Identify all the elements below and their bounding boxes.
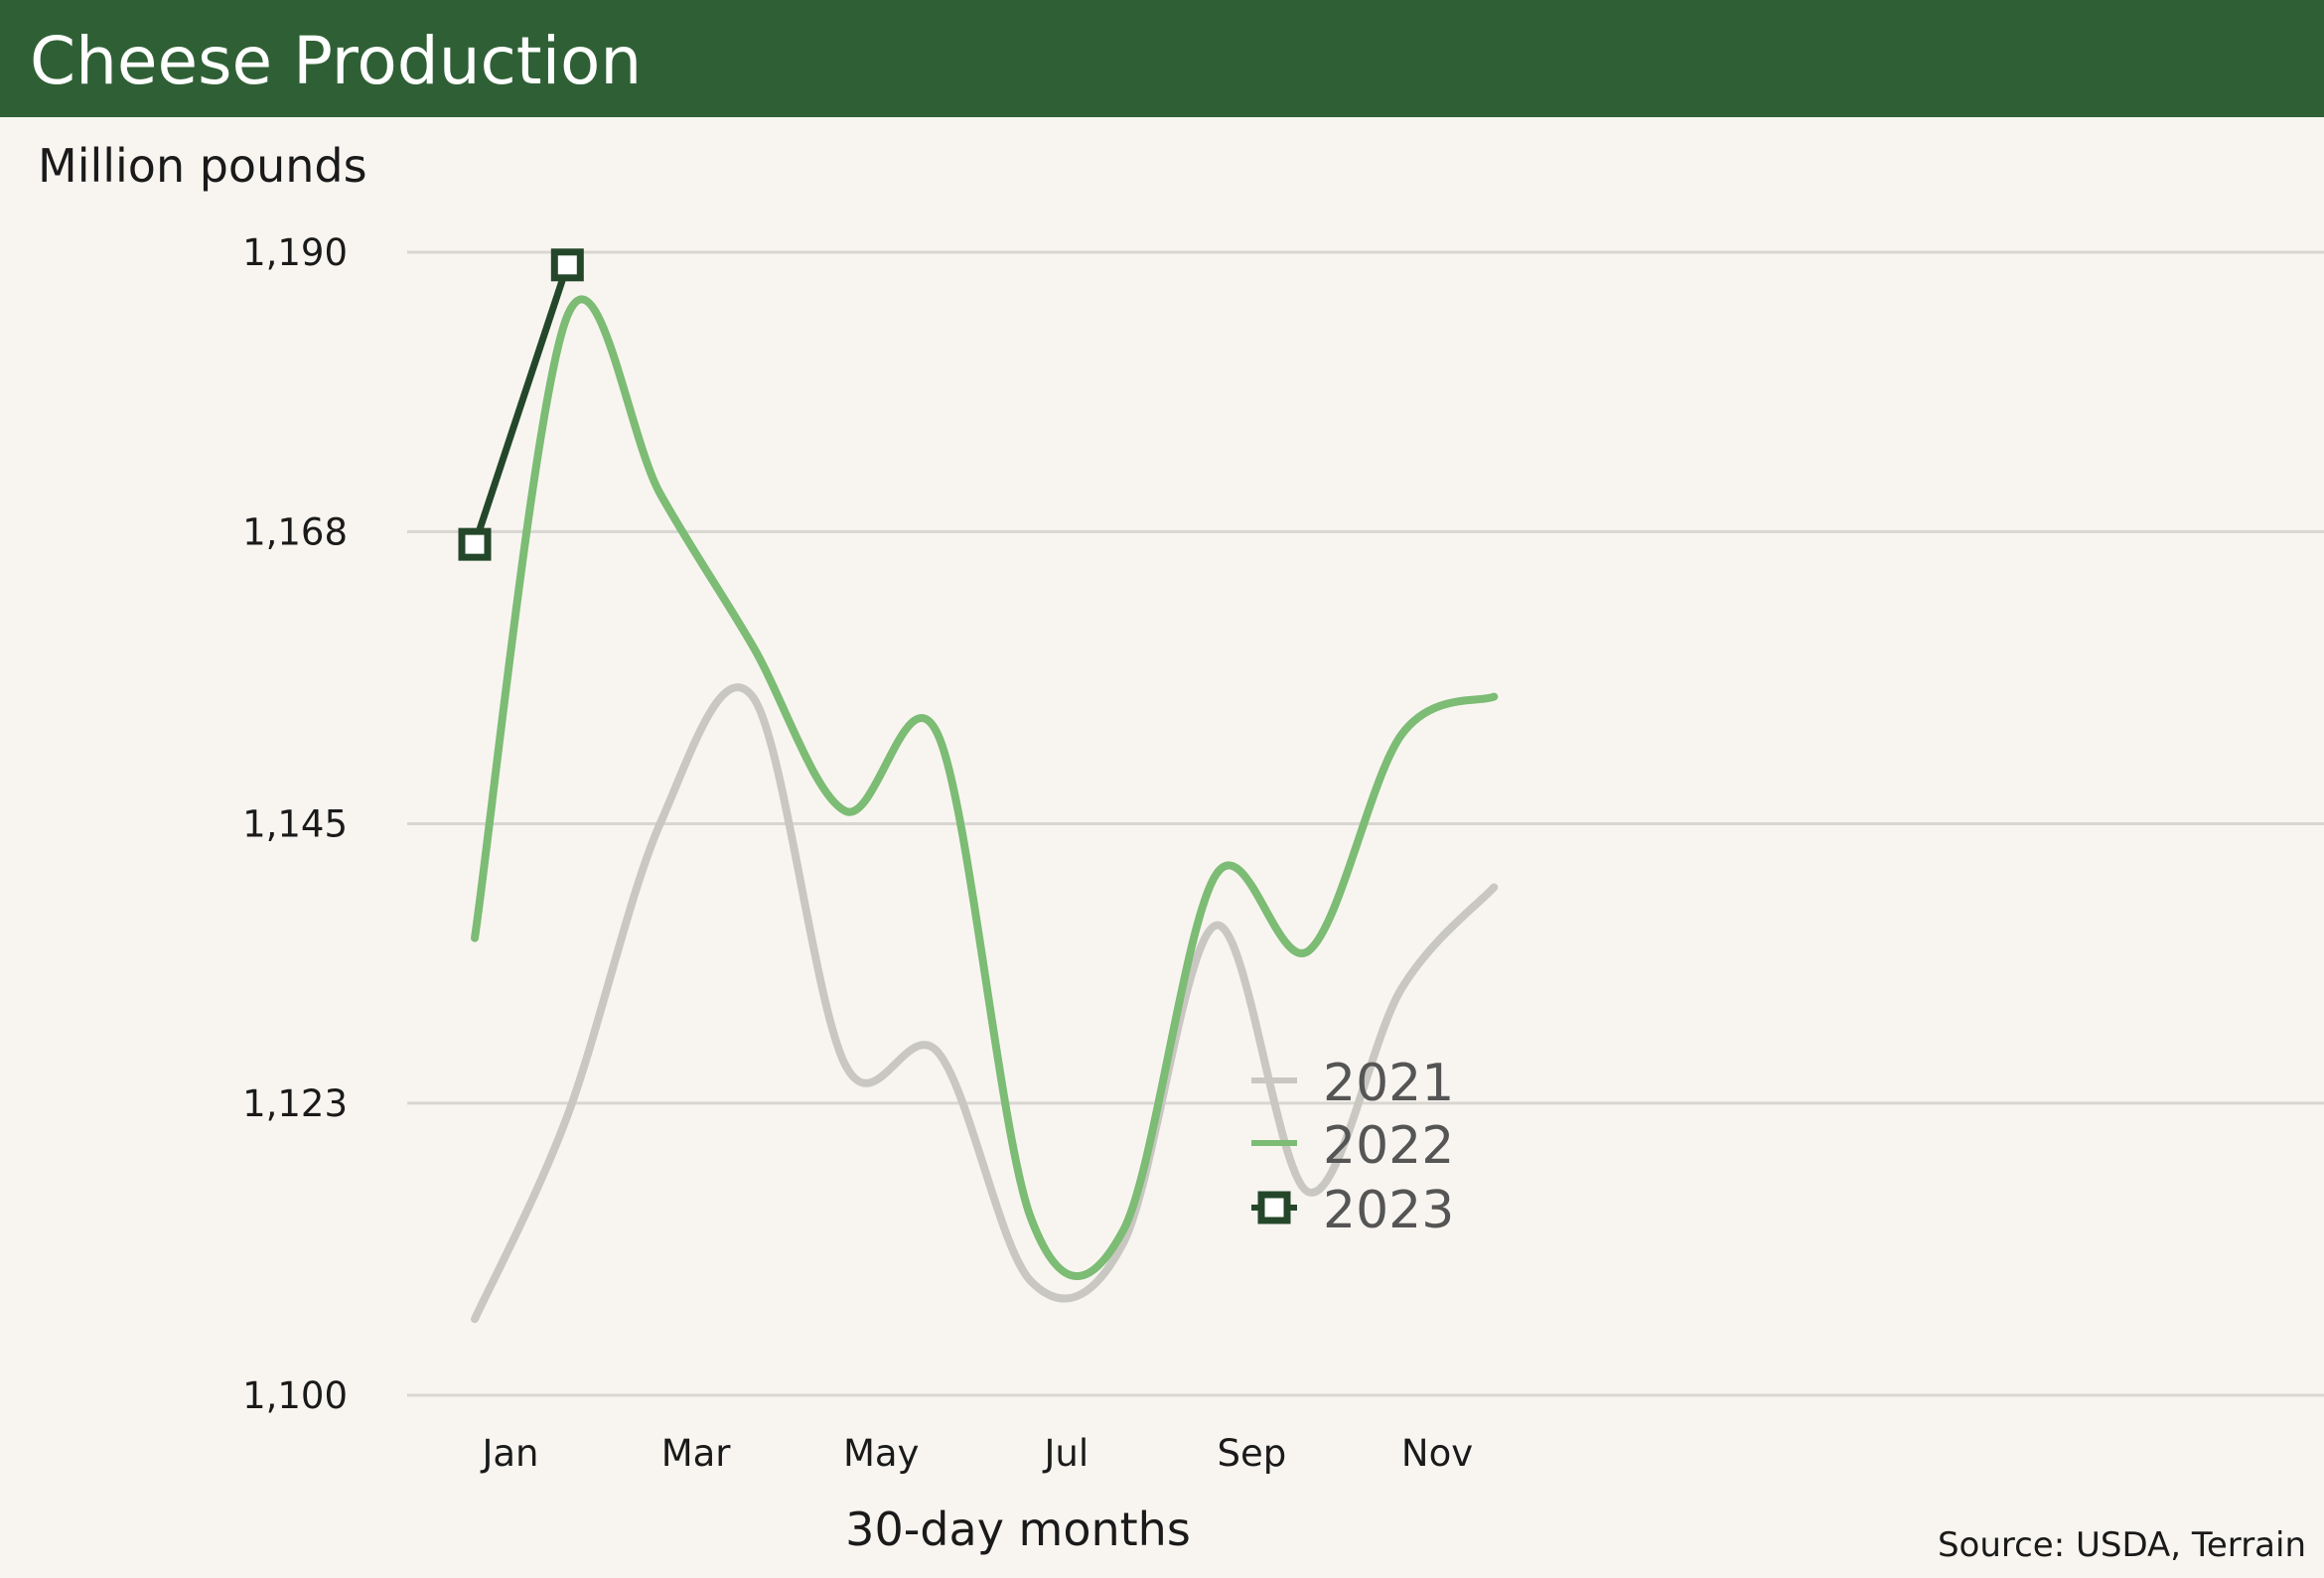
series-line-2022: [471, 295, 1499, 1281]
series-lines: [458, 248, 1499, 1324]
y-tick-label: 1,123: [242, 1082, 348, 1125]
x-axis-ticks: Jan Mar May Jul Sep Nov: [480, 1432, 1473, 1475]
y-tick-label: 1,145: [242, 803, 348, 846]
series-line-2023: [471, 261, 571, 548]
source-note: Source: USDA, Terrain: [1937, 1525, 2306, 1565]
header-bar: Cheese Production: [0, 0, 2324, 117]
x-tick-label: May: [843, 1432, 920, 1475]
chart-title: Cheese Production: [30, 23, 643, 99]
y-axis-ticks: 1,100 1,123 1,145 1,168 1,190: [242, 231, 348, 1417]
x-tick-label: Mar: [661, 1432, 732, 1475]
data-point-2023: [550, 248, 584, 282]
legend-label-2022: 2022: [1323, 1116, 1454, 1176]
y-tick-label: 1,168: [242, 510, 348, 553]
x-axis-title: 30-day months: [845, 1503, 1191, 1556]
y-tick-label: 1,190: [242, 231, 348, 274]
series-line-2021: [471, 683, 1499, 1324]
x-tick-label: Nov: [1401, 1432, 1473, 1475]
legend-label-2023: 2023: [1323, 1181, 1454, 1240]
x-tick-label: Sep: [1218, 1432, 1287, 1475]
legend-label-2021: 2021: [1323, 1054, 1454, 1113]
x-tick-label: Jul: [1042, 1432, 1089, 1475]
x-tick-label: Jan: [480, 1432, 538, 1475]
legend-marker-2023: [1257, 1191, 1291, 1224]
data-point-2023: [458, 527, 492, 561]
y-axis-unit-label: Million pounds: [38, 139, 367, 193]
grid-lines: [407, 250, 2324, 1397]
y-tick-label: 1,100: [242, 1374, 348, 1417]
